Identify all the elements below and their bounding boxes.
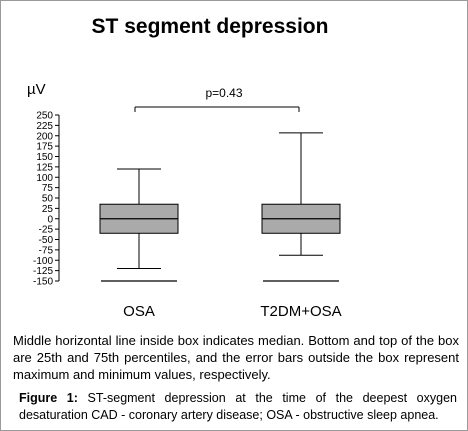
- y-tick-label: 100: [36, 173, 53, 184]
- y-tick-label: 175: [36, 142, 53, 153]
- category-label-1: OSA: [123, 303, 155, 320]
- y-tick-label: 50: [42, 194, 54, 205]
- caption-label: Figure 1:: [19, 391, 78, 405]
- figure-caption: Figure 1: ST-segment depression at the t…: [19, 390, 457, 424]
- y-tick-label: 75: [42, 183, 54, 194]
- y-tick-label: -25: [39, 225, 54, 236]
- y-tick-label: 0: [47, 214, 53, 225]
- y-tick-label: -150: [33, 277, 53, 288]
- y-tick-label: 225: [36, 121, 53, 132]
- box-plot: 2502252001751501251007550250-25-50-75-10…: [33, 86, 342, 320]
- y-tick-label: -100: [33, 256, 53, 267]
- caption-text: ST-segment depression at the time of the…: [19, 391, 457, 422]
- y-tick-label: 150: [36, 152, 53, 163]
- category-label-2: T2DM+OSA: [260, 303, 341, 320]
- y-tick-label: -75: [39, 245, 54, 256]
- y-tick-label: 125: [36, 162, 53, 173]
- chart-title: ST segment depression: [91, 15, 329, 38]
- y-tick-label: 250: [36, 111, 53, 122]
- figure-note: Middle horizontal line inside box indica…: [13, 333, 459, 382]
- y-tick-label: 200: [36, 131, 53, 142]
- y-tick-label: -50: [39, 235, 54, 246]
- p-value-label: p=0.43: [205, 86, 242, 100]
- y-axis-unit: µV: [27, 81, 46, 98]
- y-tick-label: 25: [42, 204, 54, 215]
- y-tick-label: -125: [33, 266, 53, 277]
